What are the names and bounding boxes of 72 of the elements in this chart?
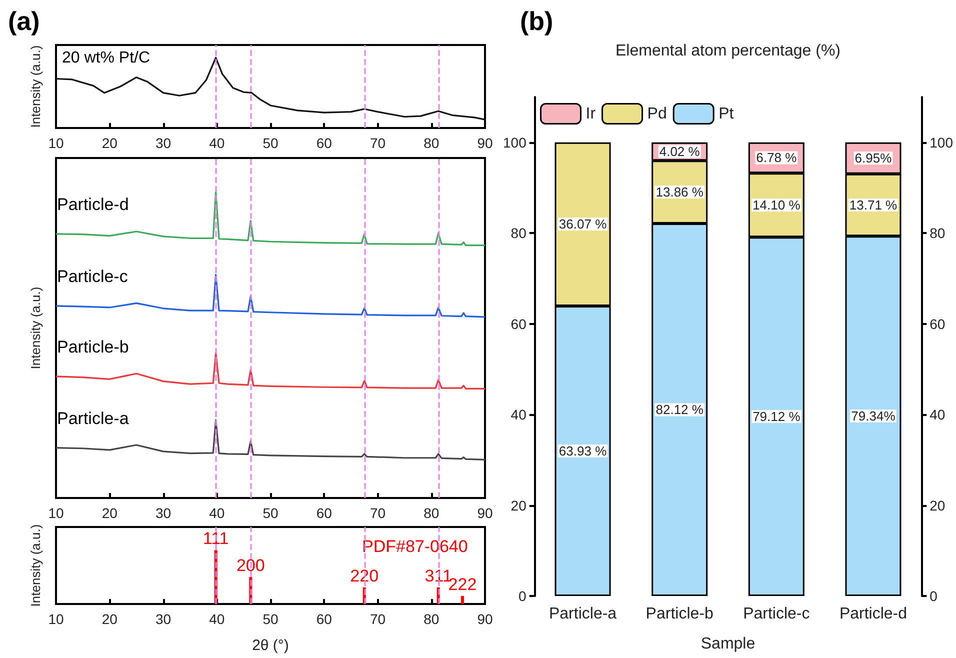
x-tick-label: 60: [316, 505, 332, 521]
legend-label: Pd: [647, 105, 667, 122]
y-tick-label: 80: [510, 225, 527, 242]
annotation: 200: [236, 556, 265, 576]
x-tick-label: 90: [477, 611, 493, 627]
x-tick-label: 20: [102, 135, 118, 151]
data-label: 6.95%: [854, 150, 892, 166]
y-axis-title: Intensity (a.u.): [28, 286, 43, 370]
x-tick-label: 40: [209, 135, 225, 151]
y-axis-title: Intensity (a.u.): [28, 45, 43, 128]
y-tick-label: 0: [518, 588, 527, 604]
x-tick-label: 50: [262, 135, 278, 151]
legend-label: Pt: [718, 105, 734, 122]
data-label: 13.86 %: [656, 184, 704, 200]
x-axis-title: Sample: [700, 636, 756, 652]
annotation: 220: [350, 566, 379, 586]
x-tick-label: 80: [424, 611, 440, 627]
annotation: PDF#87-0640: [362, 537, 468, 556]
x-tick-label: 60: [316, 611, 332, 627]
x-tick-label: 70: [370, 135, 386, 151]
text: (b): [520, 6, 554, 36]
data-label: 82.12 %: [656, 402, 704, 418]
x-tick-label: 90: [477, 505, 493, 521]
x-tick-label: 70: [370, 505, 386, 521]
x-tick-label: 50: [262, 505, 278, 521]
y2-tick-label: 100: [930, 134, 954, 150]
x-tick-label: 40: [209, 611, 225, 627]
y-tick-label: 60: [510, 316, 527, 332]
annotation: 222: [448, 574, 477, 594]
x-axis-title: 2θ (°): [252, 637, 289, 654]
x-tick-label: 30: [155, 135, 172, 151]
data-label: 6.78 %: [756, 150, 798, 166]
x-tick-label: Particle-b: [646, 606, 714, 622]
data-label: 36.07 %: [558, 216, 608, 232]
y2-tick-label: 80: [930, 225, 946, 242]
x-tick-label: 40: [209, 505, 225, 521]
data-label: 79.34%: [851, 408, 896, 424]
data-label: 63.93 %: [558, 443, 608, 458]
x-tick-label: 20: [102, 505, 118, 521]
series-label: Particle-b: [57, 337, 129, 356]
series-label: Particle-c: [57, 266, 128, 286]
y-axis-title: Intensity (a.u.): [28, 524, 43, 607]
x-tick-label: Particle-a: [548, 606, 617, 622]
y2-tick-label: 60: [930, 316, 946, 332]
x-tick-label: 10: [48, 135, 64, 151]
x-tick-label: 60: [316, 135, 332, 151]
series-label: Particle-a: [57, 408, 130, 428]
data-label: 79.12 %: [752, 409, 801, 424]
data-label: 14.10 %: [752, 198, 801, 213]
x-tick-label: 20: [102, 611, 118, 627]
x-tick-label: Particle-d: [839, 606, 908, 622]
data-label: 13.71 %: [849, 197, 898, 212]
x-tick-label: 90: [477, 135, 493, 151]
y2-tick-label: 40: [930, 406, 946, 423]
y-tick-label: 100: [503, 134, 527, 150]
text: (a): [8, 6, 40, 36]
x-tick-label: 10: [48, 611, 64, 627]
series-label: Particle-d: [57, 194, 129, 214]
x-tick-label: 50: [262, 611, 278, 627]
y-tick-label: 40: [510, 406, 527, 423]
x-tick-label: 30: [155, 505, 172, 521]
legend-label: Ir: [586, 105, 596, 122]
x-tick-label: Particle-c: [743, 606, 810, 622]
chart-title: Elemental atom percentage (%): [616, 42, 840, 60]
x-tick-label: 10: [48, 505, 64, 521]
annotation: 20 wt% Pt/C: [62, 50, 150, 66]
x-tick-label: 30: [155, 611, 172, 627]
x-tick-label: 70: [370, 611, 386, 627]
y2-tick-label: 0: [930, 588, 938, 604]
x-tick-label: 80: [424, 505, 440, 521]
data-label: 4.02 %: [659, 144, 700, 159]
x-tick-label: 80: [424, 135, 440, 151]
